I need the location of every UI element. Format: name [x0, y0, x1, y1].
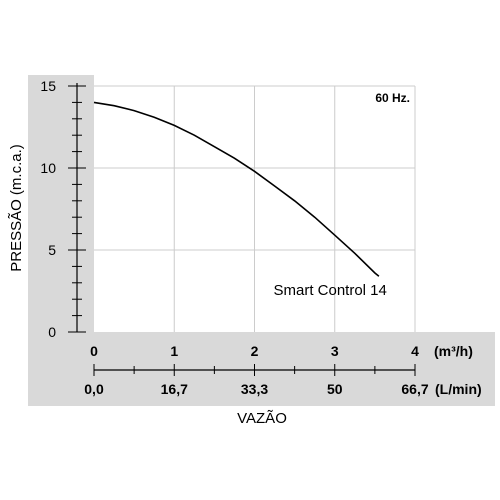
- x-tick-label-lmin: 66,7: [401, 381, 428, 397]
- x-axis-title: VAZÃO: [237, 410, 287, 427]
- grid-layer: [94, 85, 416, 332]
- y-tick-label: 10: [40, 160, 56, 176]
- frequency-label: 60 Hz.: [375, 91, 410, 105]
- y-tick-label: 5: [48, 242, 56, 258]
- series-label: Smart Control 14: [273, 282, 386, 299]
- x-tick-label-m3h: 3: [331, 343, 339, 359]
- bottom-panel: [28, 332, 495, 406]
- left-panel: [28, 75, 94, 333]
- x-unit-m3h: (m³/h): [434, 343, 473, 359]
- x-tick-label-lmin: 50: [327, 381, 343, 397]
- x-tick-label-m3h: 2: [251, 343, 259, 359]
- axis-layer: [68, 83, 416, 376]
- y-axis-title: PRESSÃO (m.c.a.): [8, 144, 25, 272]
- x-tick-label-m3h: 4: [411, 343, 419, 359]
- x-unit-lmin: (L/min): [435, 381, 482, 397]
- y-tick-label: 0: [48, 324, 56, 340]
- series-line: [93, 101, 380, 277]
- x-tick-label-m3h: 0: [90, 343, 98, 359]
- y-tick-label: 15: [40, 78, 56, 94]
- x-tick-label-m3h: 1: [170, 343, 178, 359]
- x-tick-label-lmin: 33,3: [241, 381, 268, 397]
- x-tick-label-lmin: 0,0: [84, 381, 104, 397]
- label-layer: 60 Hz. PRESSÃO (m.c.a.) VAZÃO (m³/h) (L/…: [8, 78, 482, 427]
- series-layer: [93, 101, 380, 277]
- x-tick-label-lmin: 16,7: [161, 381, 188, 397]
